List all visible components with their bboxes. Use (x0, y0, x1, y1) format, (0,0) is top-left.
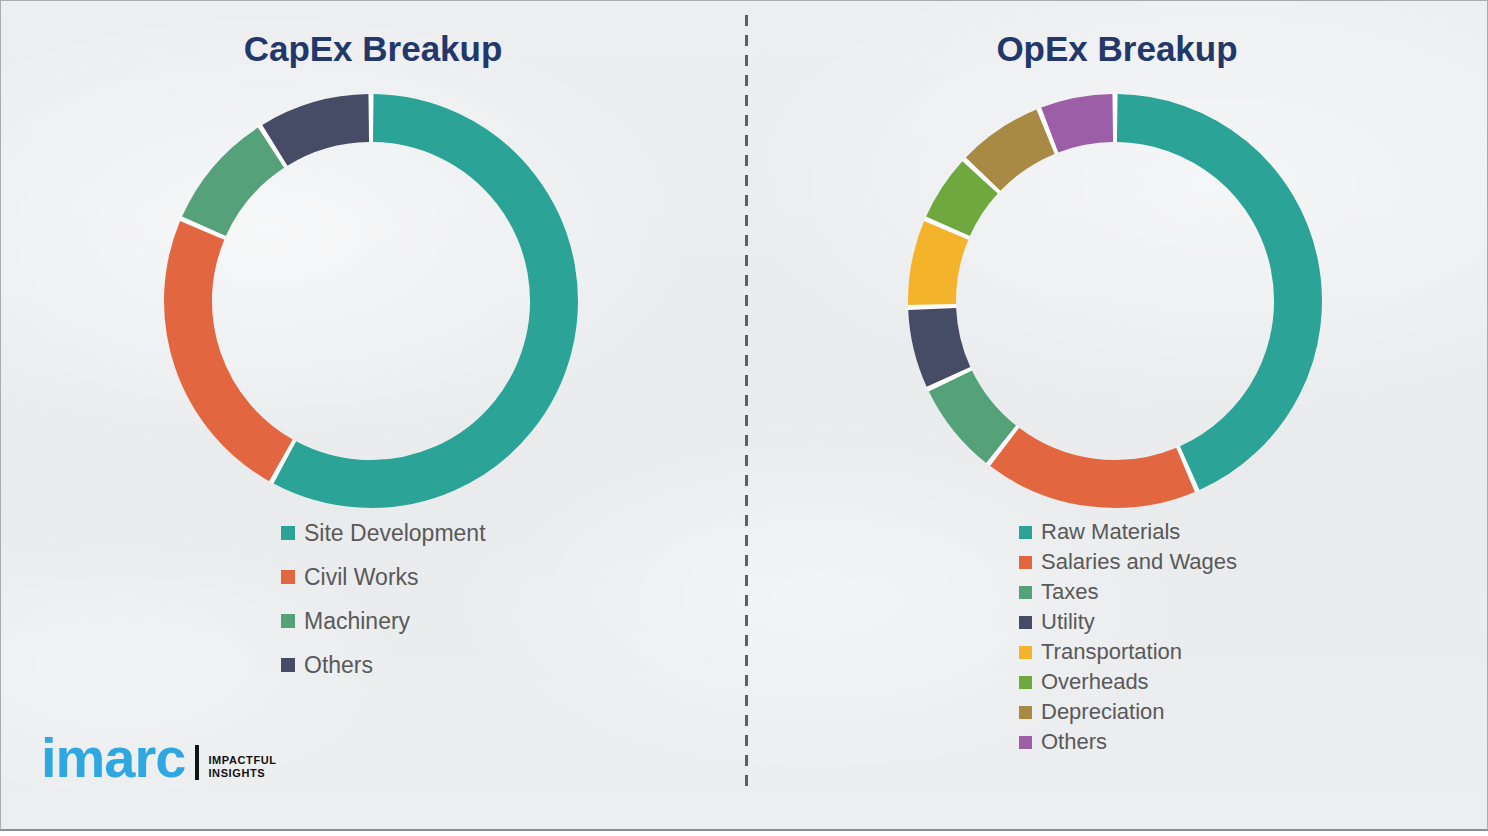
opex-title: OpEx Breakup (745, 29, 1488, 69)
opex-panel: OpEx Breakup Raw Materials Salaries and W… (745, 1, 1488, 829)
donut-segment-depreciation (983, 132, 1045, 174)
legend-swatch (281, 658, 295, 672)
legend-label: Overheads (1041, 669, 1149, 695)
legend-swatch (281, 614, 295, 628)
capex-panel: CapEx Breakup Site Development Civil Work… (1, 1, 745, 829)
legend-label: Transportation (1041, 639, 1182, 665)
imarc-logo: imarc IMPACTFUL INSIGHTS (41, 734, 277, 782)
legend-label: Utility (1041, 609, 1095, 635)
opex-donut-chart (905, 91, 1325, 511)
legend-label: Others (304, 652, 373, 679)
capex-donut-chart (161, 91, 581, 511)
legend-item-others: Others (1019, 727, 1237, 757)
logo-tagline-line2: INSIGHTS (208, 767, 265, 779)
legend-label: Taxes (1041, 579, 1098, 605)
legend-item-machinery: Machinery (281, 599, 486, 643)
donut-segment-site-development (285, 118, 554, 484)
legend-swatch (1019, 526, 1032, 539)
donut-segment-overheads (948, 177, 980, 226)
legend-item-site-development: Site Development (281, 511, 486, 555)
legend-item-utility: Utility (1019, 607, 1237, 637)
legend-item-others: Others (281, 643, 486, 687)
donut-segment-utility (932, 309, 948, 377)
donut-segment-taxes (950, 381, 1001, 444)
opex-legend: Raw Materials Salaries and Wages Taxes Util… (1019, 517, 1237, 757)
logo-separator (195, 745, 199, 780)
legend-label: Salaries and Wages (1041, 549, 1237, 575)
logo-tagline: IMPACTFUL INSIGHTS (208, 754, 276, 780)
legend-item-raw-materials: Raw Materials (1019, 517, 1237, 547)
legend-swatch (1019, 616, 1032, 629)
legend-swatch (1019, 556, 1032, 569)
donut-segment-others (1050, 118, 1113, 130)
legend-swatch (1019, 586, 1032, 599)
legend-item-depreciation: Depreciation (1019, 697, 1237, 727)
legend-swatch (1019, 646, 1032, 659)
legend-swatch (1019, 676, 1032, 689)
legend-item-transportation: Transportation (1019, 637, 1237, 667)
donut-segment-raw-materials (1117, 118, 1298, 468)
donut-segment-civil-works (188, 230, 281, 460)
legend-item-civil-works: Civil Works (281, 555, 486, 599)
legend-label: Depreciation (1041, 699, 1165, 725)
legend-swatch (1019, 736, 1032, 749)
legend-item-overheads: Overheads (1019, 667, 1237, 697)
capex-legend: Site Development Civil Works Machinery Othe… (281, 511, 486, 687)
legend-label: Site Development (304, 520, 486, 547)
logo-tagline-line1: IMPACTFUL (208, 754, 276, 766)
donut-segment-others (275, 118, 369, 145)
slide-background: CapEx Breakup Site Development Civil Work… (0, 0, 1488, 831)
legend-swatch (1019, 706, 1032, 719)
donut-segment-transportation (932, 230, 946, 304)
capex-title: CapEx Breakup (1, 29, 745, 69)
legend-label: Machinery (304, 608, 410, 635)
legend-label: Civil Works (304, 564, 419, 591)
legend-item-taxes: Taxes (1019, 577, 1237, 607)
donut-segment-salaries-and-wages (1005, 447, 1186, 484)
legend-label: Others (1041, 729, 1107, 755)
legend-label: Raw Materials (1041, 519, 1180, 545)
brand-wordmark: imarc (41, 734, 185, 782)
legend-swatch (281, 526, 295, 540)
legend-item-salaries-and-wages: Salaries and Wages (1019, 547, 1237, 577)
legend-swatch (281, 570, 295, 584)
